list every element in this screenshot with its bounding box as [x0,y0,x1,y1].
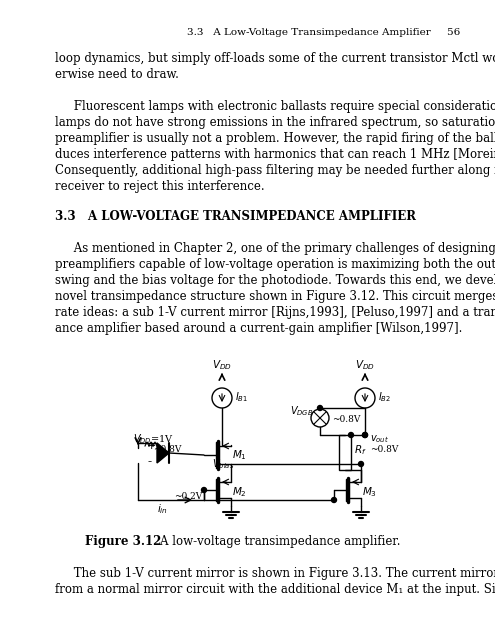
Text: ~0.8V: ~0.8V [153,445,181,454]
Text: preamplifier is usually not a problem. However, the rapid firing of the ballasts: preamplifier is usually not a problem. H… [55,132,495,145]
Text: from a normal mirror circuit with the additional device M₁ at the input. Since t: from a normal mirror circuit with the ad… [55,583,495,596]
Text: ~0.2V: ~0.2V [174,492,202,501]
Text: +: + [147,441,156,451]
Circle shape [332,497,337,502]
Circle shape [317,406,323,410]
Circle shape [201,488,206,493]
Text: ~0.8V: ~0.8V [370,445,398,454]
Text: ance amplifier based around a current-gain amplifier [Wilson,1997].: ance amplifier based around a current-ga… [55,322,462,335]
Bar [339,435,351,470]
Text: -: - [147,455,151,468]
Text: erwise need to draw.: erwise need to draw. [55,68,179,81]
Text: novel transimpedance structure shown in Figure 3.12. This circuit merges two sep: novel transimpedance structure shown in … [55,290,495,303]
Text: $R_f$: $R_f$ [354,443,367,457]
Text: Fluorescent lamps with electronic ballasts require special consideration. These: Fluorescent lamps with electronic ballas… [55,100,495,113]
Text: $V_{DD}$=1V: $V_{DD}$=1V [133,432,174,446]
Text: $I_{B1}$: $I_{B1}$ [235,390,248,404]
Text: preamplifiers capable of low-voltage operation is maximizing both the output sig: preamplifiers capable of low-voltage ope… [55,258,495,271]
Text: $M_3$: $M_3$ [362,485,377,499]
Text: swing and the bias voltage for the photodiode. Towards this end, we developed th: swing and the bias voltage for the photo… [55,274,495,287]
Circle shape [358,461,363,467]
Text: $i_{in}$: $i_{in}$ [157,502,168,516]
Text: $V_{DD}$: $V_{DD}$ [355,358,375,372]
Text: $V_{bias}$: $V_{bias}$ [212,457,234,471]
Text: receiver to reject this interference.: receiver to reject this interference. [55,180,265,193]
Text: 3.3   A Low-Voltage Transimpedance Amplifier     56: 3.3 A Low-Voltage Transimpedance Amplifi… [187,28,460,37]
Text: $M_1$: $M_1$ [232,448,247,462]
Text: A low-voltage transimpedance amplifier.: A low-voltage transimpedance amplifier. [145,535,400,548]
Text: The sub 1-V current mirror is shown in Figure 3.13. The current mirror differs: The sub 1-V current mirror is shown in F… [55,567,495,580]
Text: loop dynamics, but simply off-loads some of the current transistor Mctl would ot: loop dynamics, but simply off-loads some… [55,52,495,65]
Text: lamps do not have strong emissions in the infrared spectrum, so saturation of th: lamps do not have strong emissions in th… [55,116,495,129]
Text: $v_{out}$: $v_{out}$ [370,433,389,445]
Circle shape [362,433,367,438]
Circle shape [362,433,367,438]
Text: $V_{DD}$: $V_{DD}$ [212,358,232,372]
Text: ~0.8V: ~0.8V [332,415,360,424]
Text: rate ideas: a sub 1-V current mirror [Rijns,1993], [Peluso,1997] and a transimpe: rate ideas: a sub 1-V current mirror [Ri… [55,306,495,319]
Polygon shape [157,443,169,463]
Text: 3.3   A LOW-VOLTAGE TRANSIMPEDANCE AMPLIFIER: 3.3 A LOW-VOLTAGE TRANSIMPEDANCE AMPLIFI… [55,210,416,223]
Text: $V_{DGB}$: $V_{DGB}$ [290,404,313,418]
Text: duces interference patterns with harmonics that can reach 1 MHz [Moreira,1997].: duces interference patterns with harmoni… [55,148,495,161]
Text: $I_{B2}$: $I_{B2}$ [378,390,391,404]
Text: Consequently, additional high-pass filtering may be needed further along in the: Consequently, additional high-pass filte… [55,164,495,177]
Text: $M_2$: $M_2$ [232,485,247,499]
Circle shape [348,433,353,438]
Text: Figure 3.12: Figure 3.12 [85,535,161,548]
Text: As mentioned in Chapter 2, one of the primary challenges of designing optical: As mentioned in Chapter 2, one of the pr… [55,242,495,255]
